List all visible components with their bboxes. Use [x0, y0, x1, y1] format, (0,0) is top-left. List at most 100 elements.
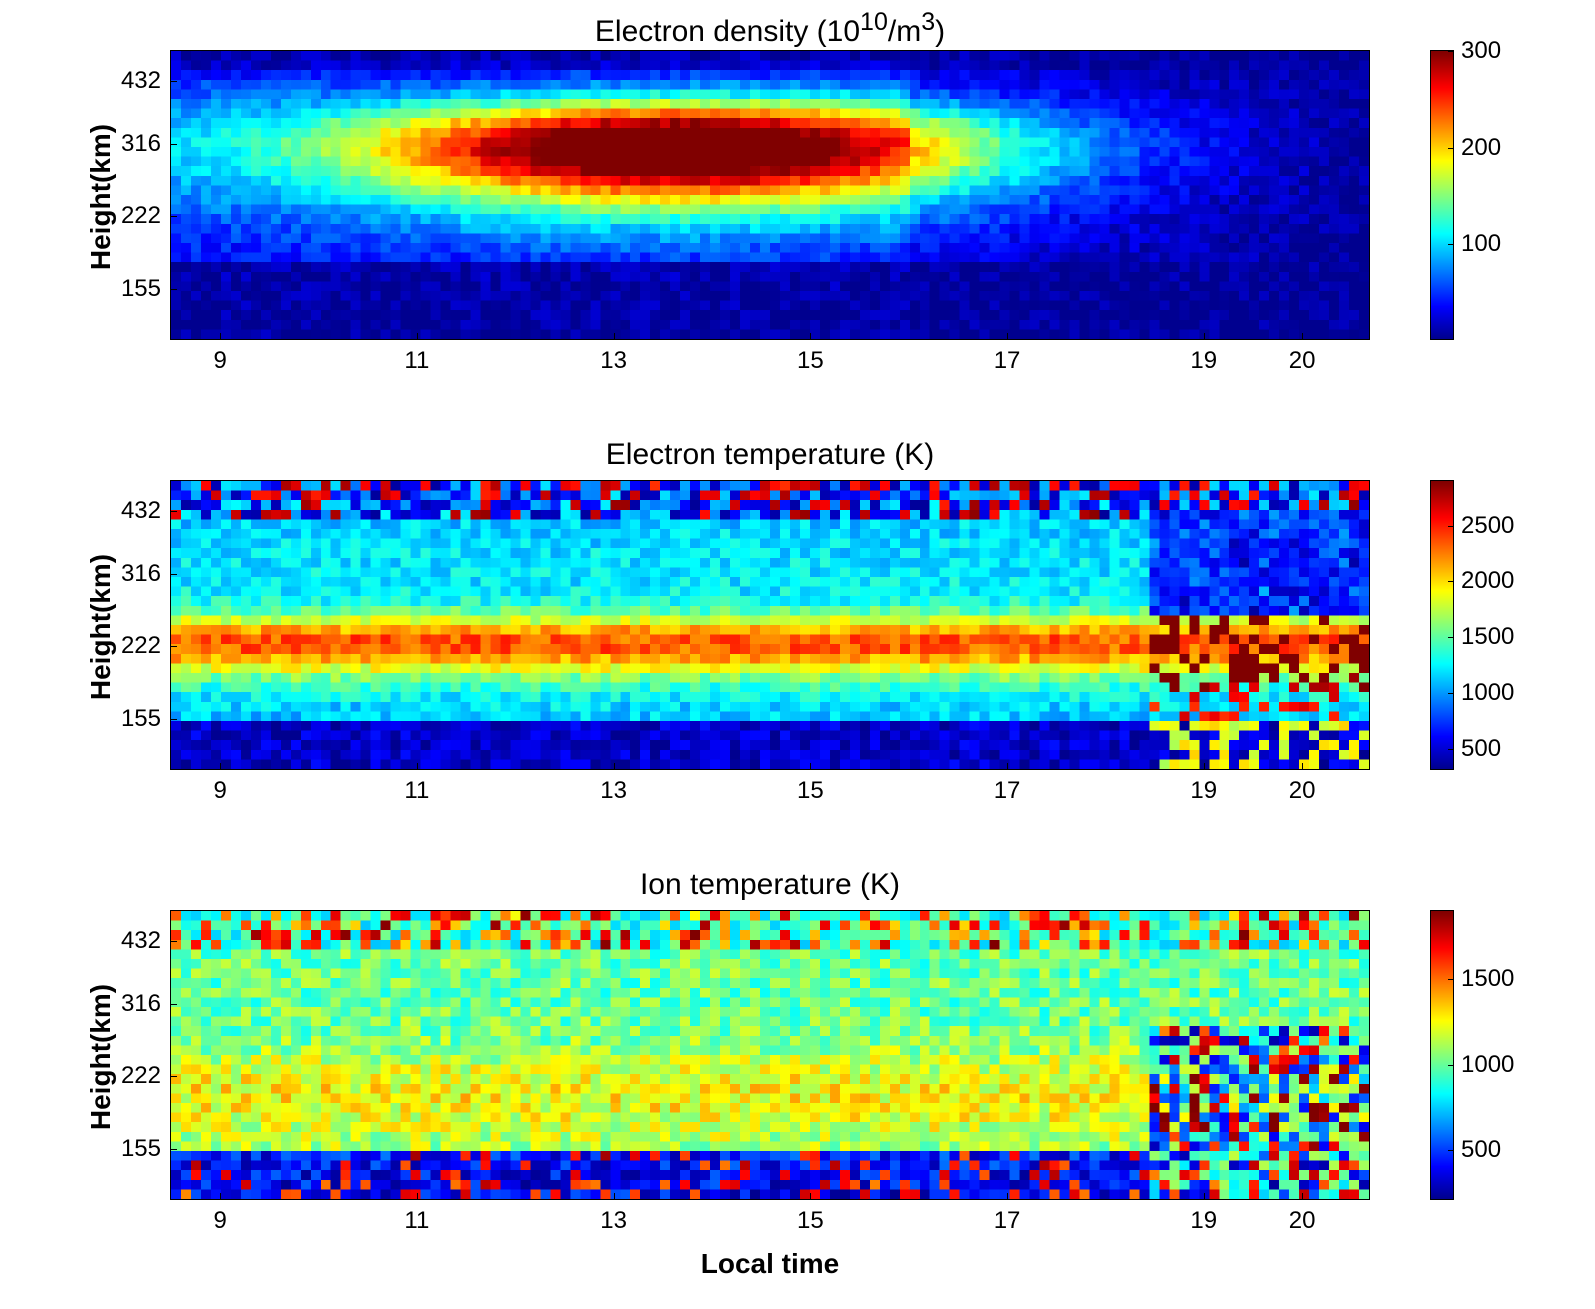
colorbar-tick-label: 1000 [1461, 679, 1514, 707]
colorbar-tick-mark [1448, 581, 1453, 582]
colorbar-tick-label: 1000 [1461, 1051, 1514, 1079]
title-text-1: Electron density (10 [595, 15, 860, 48]
ytick-mark [171, 941, 177, 942]
ytick-mark [171, 216, 177, 217]
panel-title: Ion temperature (K) [170, 868, 1370, 902]
panel-electron-density: Electron density (1010/m3) Height(km) 15… [0, 50, 1595, 400]
xtick-mark [417, 333, 418, 339]
colorbar: 5001000150020002500 [1430, 480, 1454, 770]
ytick-label: 316 [121, 560, 161, 588]
colorbar-canvas [1431, 481, 1453, 769]
xtick-mark [1007, 763, 1008, 769]
colorbar-tick-label: 500 [1461, 1136, 1501, 1164]
xtick-mark [810, 763, 811, 769]
xtick-label: 20 [1289, 777, 1316, 805]
panel-electron-temperature: Electron temperature (K) Height(km) 1552… [0, 480, 1595, 830]
colorbar-tick-label: 2000 [1461, 567, 1514, 595]
xtick-mark [1302, 763, 1303, 769]
xtick-label: 17 [994, 777, 1021, 805]
colorbar-tick-mark [1448, 244, 1453, 245]
xtick-label: 15 [797, 347, 824, 375]
xtick-label: 13 [600, 777, 627, 805]
figure: { "figure": { "width": 1595, "height": 1… [0, 0, 1595, 1309]
colorbar: 100200300 [1430, 50, 1454, 340]
panel-title: Electron density (1010/m3) [170, 8, 1370, 49]
colorbar-tick-label: 500 [1461, 735, 1501, 763]
xtick-mark [1204, 333, 1205, 339]
ytick-mark [171, 719, 177, 720]
xtick-mark [1302, 1193, 1303, 1199]
plot-area: 1552223164329111315171920 [170, 910, 1370, 1200]
xtick-label: 19 [1190, 1207, 1217, 1235]
colorbar: 50010001500 [1430, 910, 1454, 1200]
title-sup-1: 10 [860, 8, 888, 36]
heatmap-canvas [171, 911, 1369, 1199]
colorbar-tick-label: 200 [1461, 134, 1501, 162]
ytick-label: 222 [121, 202, 161, 230]
xtick-label: 11 [404, 347, 429, 375]
colorbar-tick-mark [1448, 51, 1453, 52]
colorbar-tick-label: 1500 [1461, 623, 1514, 651]
xtick-mark [1007, 1193, 1008, 1199]
yaxis-label: Height(km) [85, 554, 117, 700]
colorbar-tick-mark [1448, 637, 1453, 638]
colorbar-tick-mark [1448, 749, 1453, 750]
ytick-label: 432 [121, 497, 161, 525]
ytick-mark [171, 144, 177, 145]
heatmap-canvas [171, 481, 1369, 769]
ytick-label: 432 [121, 927, 161, 955]
heatmap-canvas [171, 51, 1369, 339]
xtick-label: 9 [213, 777, 226, 805]
xtick-mark [417, 1193, 418, 1199]
xtick-mark [614, 763, 615, 769]
xtick-mark [614, 333, 615, 339]
ytick-mark [171, 574, 177, 575]
xtick-label: 15 [797, 1207, 824, 1235]
title-text-2: /m [888, 15, 921, 48]
xtick-label: 13 [600, 1207, 627, 1235]
xtick-mark [220, 333, 221, 339]
panel-title: Electron temperature (K) [170, 438, 1370, 472]
colorbar-tick-mark [1448, 1065, 1453, 1066]
colorbar-tick-mark [1448, 1150, 1453, 1151]
xtick-label: 19 [1190, 347, 1217, 375]
colorbar-tick-mark [1448, 148, 1453, 149]
colorbar-canvas [1431, 51, 1453, 339]
plot-area: 1552223164329111315171920 [170, 50, 1370, 340]
colorbar-tick-label: 300 [1461, 37, 1501, 65]
xtick-label: 17 [994, 1207, 1021, 1235]
yaxis-label: Height(km) [85, 984, 117, 1130]
xtick-label: 20 [1289, 1207, 1316, 1235]
xtick-mark [417, 763, 418, 769]
xtick-mark [614, 1193, 615, 1199]
colorbar-canvas [1431, 911, 1453, 1199]
ytick-mark [171, 646, 177, 647]
xtick-label: 11 [404, 1207, 429, 1235]
ytick-mark [171, 81, 177, 82]
plot-area: 1552223164329111315171920 [170, 480, 1370, 770]
xtick-mark [220, 1193, 221, 1199]
xtick-mark [1007, 333, 1008, 339]
ytick-label: 222 [121, 632, 161, 660]
xaxis-label: Local time [170, 1248, 1370, 1280]
xtick-mark [1302, 333, 1303, 339]
ytick-label: 155 [121, 705, 161, 733]
xtick-label: 19 [1190, 777, 1217, 805]
ytick-mark [171, 1076, 177, 1077]
xtick-label: 9 [213, 347, 226, 375]
xtick-label: 11 [404, 777, 429, 805]
colorbar-tick-label: 100 [1461, 230, 1501, 258]
xtick-mark [1204, 1193, 1205, 1199]
xtick-label: 13 [600, 347, 627, 375]
xtick-mark [810, 333, 811, 339]
colorbar-tick-mark [1448, 979, 1453, 980]
ytick-label: 316 [121, 130, 161, 158]
xtick-mark [220, 763, 221, 769]
xtick-label: 17 [994, 347, 1021, 375]
title-text-3: ) [935, 15, 945, 48]
ytick-label: 432 [121, 67, 161, 95]
yaxis-label: Height(km) [85, 124, 117, 270]
ytick-mark [171, 1004, 177, 1005]
xtick-mark [810, 1193, 811, 1199]
title-sup-2: 3 [921, 8, 935, 36]
